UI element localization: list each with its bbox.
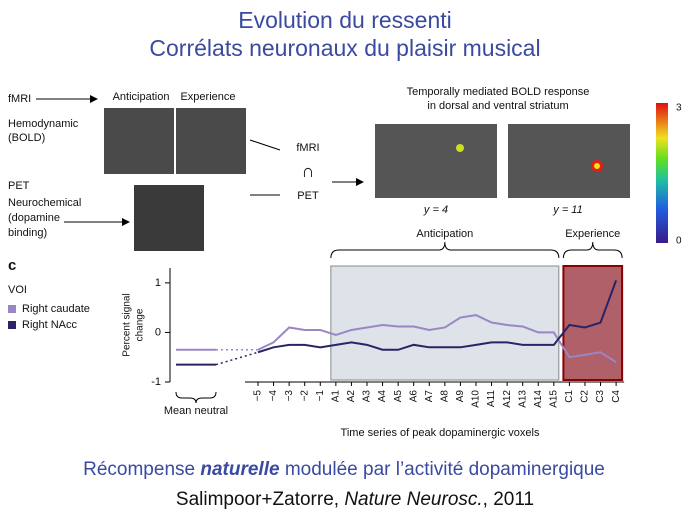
colorbar-label: 0 bbox=[676, 236, 682, 247]
caption-part: naturelle bbox=[200, 459, 280, 480]
x-tick-label: A9 bbox=[455, 390, 466, 403]
x-tick-label: A8 bbox=[439, 390, 450, 403]
label: ∩ bbox=[302, 161, 315, 181]
label: PET bbox=[297, 190, 319, 202]
y-axis-label: Percent signal bbox=[122, 293, 133, 356]
arrowhead bbox=[90, 95, 98, 103]
panel-label: c bbox=[8, 257, 16, 274]
x-tick-label: A13 bbox=[517, 390, 528, 408]
caption-part: modulée par l’activité dopaminergique bbox=[280, 459, 605, 480]
title: Evolution du ressenti bbox=[238, 7, 452, 33]
legend-label: Right caudate bbox=[22, 303, 90, 315]
x-tick-label: C4 bbox=[611, 390, 622, 403]
x-tick-label: A6 bbox=[408, 390, 419, 403]
annotation: Anticipation bbox=[416, 228, 473, 240]
x-tick-label: A2 bbox=[346, 390, 357, 403]
brain-image bbox=[176, 108, 246, 174]
label: (dopamine bbox=[8, 212, 60, 224]
label: y = 11 bbox=[552, 204, 582, 216]
x-tick-label: A15 bbox=[548, 390, 559, 408]
label: Experience bbox=[180, 91, 235, 103]
arrow bbox=[249, 139, 281, 151]
label: Anticipation bbox=[113, 91, 170, 103]
legend-swatch bbox=[8, 321, 16, 329]
citation-part: , 2011 bbox=[483, 489, 534, 510]
y-axis-label: change bbox=[135, 308, 146, 341]
x-tick-label: −4 bbox=[268, 390, 279, 402]
title: Corrélats neuronaux du plaisir musical bbox=[149, 35, 540, 61]
x-tick-label: A14 bbox=[533, 390, 544, 408]
x-tick-label: −5 bbox=[253, 390, 264, 402]
legend-title: VOI bbox=[8, 284, 27, 296]
label: Neurochemical bbox=[8, 197, 81, 209]
label: y = 4 bbox=[423, 204, 448, 216]
y-tick-label: 0 bbox=[155, 326, 161, 338]
chart: Anticipation Experience -1 0 1 Percent signal… bbox=[8, 228, 625, 439]
caption: Récompense naturelle modulée par l’activ… bbox=[83, 459, 605, 480]
arrowhead bbox=[356, 178, 364, 186]
colorbar-label: 3 bbox=[676, 103, 682, 114]
x-tick-label: A1 bbox=[330, 390, 341, 403]
x-tick-label: −3 bbox=[284, 390, 295, 402]
activation bbox=[456, 144, 464, 152]
brain-image bbox=[104, 108, 174, 174]
x-axis-label: Time series of peak dopaminergic voxels bbox=[341, 427, 540, 439]
label: fMRI bbox=[296, 142, 319, 154]
connector bbox=[215, 351, 259, 366]
x-tick-label: A4 bbox=[377, 390, 388, 403]
anticipation-region bbox=[330, 265, 560, 381]
x-tick-label: A10 bbox=[471, 390, 482, 408]
x-tick-label: −1 bbox=[315, 390, 326, 402]
brace bbox=[562, 241, 623, 259]
x-tick-label: A7 bbox=[424, 390, 435, 403]
label: fMRI bbox=[8, 93, 31, 105]
x-tick-label: C3 bbox=[595, 390, 606, 403]
x-tick-label: A12 bbox=[502, 390, 513, 408]
colorbar bbox=[656, 103, 668, 243]
activation bbox=[594, 163, 600, 169]
legend-label: Right NAcc bbox=[22, 319, 78, 331]
annotation: Experience bbox=[565, 228, 620, 240]
x-tick-label: A5 bbox=[393, 390, 404, 403]
x-tick-label: A11 bbox=[486, 390, 497, 407]
experience-region bbox=[562, 265, 624, 381]
y-tick-label: -1 bbox=[151, 376, 161, 388]
legend-swatch bbox=[8, 305, 16, 313]
series-line bbox=[257, 314, 617, 364]
label: (BOLD) bbox=[8, 132, 45, 144]
annotation: Mean neutral bbox=[164, 405, 228, 417]
x-tick-label: C2 bbox=[580, 390, 591, 403]
label: Hemodynamic bbox=[8, 118, 79, 130]
brain-image bbox=[134, 185, 204, 251]
brain-image bbox=[508, 124, 630, 198]
label: PET bbox=[8, 180, 30, 192]
y-tick-label: 1 bbox=[155, 277, 161, 289]
brain-image bbox=[375, 124, 497, 198]
caption-part: Récompense bbox=[83, 459, 200, 480]
x-tick-label: −2 bbox=[299, 390, 310, 402]
label: Temporally mediated BOLD response bbox=[407, 86, 590, 98]
brace bbox=[330, 241, 560, 259]
neutral-bracket bbox=[175, 391, 217, 404]
label: in dorsal and ventral striatum bbox=[427, 100, 568, 112]
citation-part: Salimpoor+Zatorre, bbox=[176, 489, 344, 510]
arrowhead bbox=[122, 218, 130, 226]
series-line bbox=[257, 280, 618, 354]
citation-part: Nature Neurosc. bbox=[344, 489, 482, 510]
x-tick-label: A3 bbox=[362, 390, 373, 403]
citation: Salimpoor+Zatorre, Nature Neurosc., 2011 bbox=[176, 489, 534, 510]
label: binding) bbox=[8, 227, 47, 239]
x-tick-label: C1 bbox=[564, 390, 575, 403]
